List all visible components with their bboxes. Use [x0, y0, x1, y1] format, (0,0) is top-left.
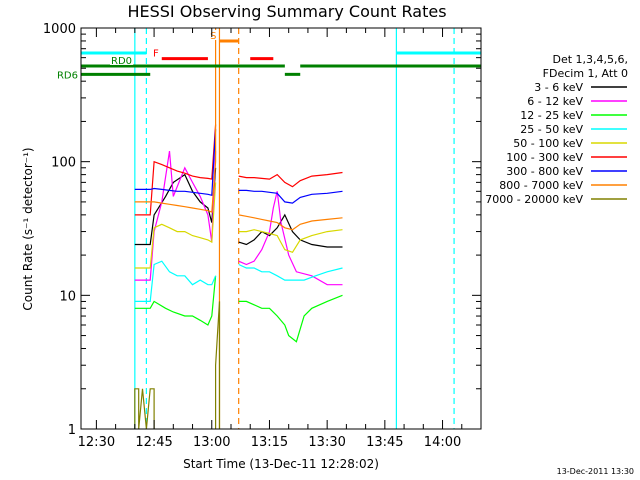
- x-tick-label: 13:00: [193, 435, 230, 450]
- series-line: [238, 189, 343, 204]
- series-line: [134, 182, 217, 269]
- x-tick-label: 12:45: [135, 435, 172, 450]
- x-tick-label: 13:15: [251, 435, 288, 450]
- series-line: [238, 191, 343, 286]
- y-tick-label: 1000: [43, 22, 76, 37]
- y-tick-label: 100: [51, 156, 76, 171]
- y-tick-label: 10: [59, 289, 76, 304]
- legend-label: 25 - 50 keV: [520, 123, 583, 136]
- legend-label: 50 - 100 keV: [513, 137, 583, 150]
- state-label: RD6: [57, 70, 78, 81]
- state-label: RD0: [111, 56, 132, 67]
- series-line: [238, 171, 343, 188]
- series-line: [215, 301, 221, 429]
- legend-label: 7000 - 20000 keV: [485, 193, 583, 206]
- x-tick-label: 13:30: [308, 435, 345, 450]
- series-line: [238, 294, 343, 343]
- legend-label: 3 - 6 keV: [534, 81, 583, 94]
- y-tick-label: 1: [68, 423, 76, 438]
- state-label-bg: [208, 29, 218, 40]
- y-axis-label: Count Rate (s⁻¹ detector⁻¹): [21, 147, 35, 310]
- series-line: [238, 229, 343, 254]
- state-label: F: [153, 49, 159, 60]
- state-bars-layer: NSFRD0RD6: [56, 29, 481, 81]
- x-axis-label: Start Time (13-Dec-11 12:28:02): [183, 457, 379, 471]
- data-layer: [134, 28, 455, 430]
- chart-title: HESSI Observing Summary Count Rates: [127, 2, 446, 21]
- state-label-bg: [150, 47, 160, 58]
- state-label: S: [210, 31, 216, 42]
- timestamp: 13-Dec-2011 13:30: [557, 467, 634, 476]
- series-line: [238, 214, 343, 231]
- series-line: [134, 129, 217, 197]
- plot-frame: [80, 27, 482, 430]
- series-line: [134, 124, 217, 216]
- series-line: [134, 260, 217, 302]
- series-line: [134, 167, 217, 246]
- state-label-bg: [56, 69, 79, 80]
- legend-label: 300 - 800 keV: [506, 165, 583, 178]
- series-line: [238, 263, 343, 281]
- legend-label: 800 - 7000 keV: [499, 179, 583, 192]
- state-label-bg: [110, 54, 133, 65]
- series-line: [134, 28, 217, 213]
- series-line: [134, 275, 217, 326]
- series-line: [134, 388, 155, 430]
- legend-label: 6 - 12 keV: [527, 95, 583, 108]
- legend-header: Det 1,3,4,5,6,: [552, 53, 628, 66]
- x-tick-label: 13:45: [366, 435, 403, 450]
- legend: Det 1,3,4,5,6,FDecim 1, Att 03 - 6 keV6 …: [485, 53, 628, 206]
- legend-label: 100 - 300 keV: [506, 151, 583, 164]
- x-tick-label: 12:30: [78, 435, 115, 450]
- legend-header: FDecim 1, Att 0: [543, 67, 628, 80]
- axes-layer: 1 10 100 1000 12:30 12:45 13:00 13:15 13:30 13:45…: [43, 22, 482, 450]
- x-tick-label: 14:00: [424, 435, 461, 450]
- legend-label: 12 - 25 keV: [520, 109, 583, 122]
